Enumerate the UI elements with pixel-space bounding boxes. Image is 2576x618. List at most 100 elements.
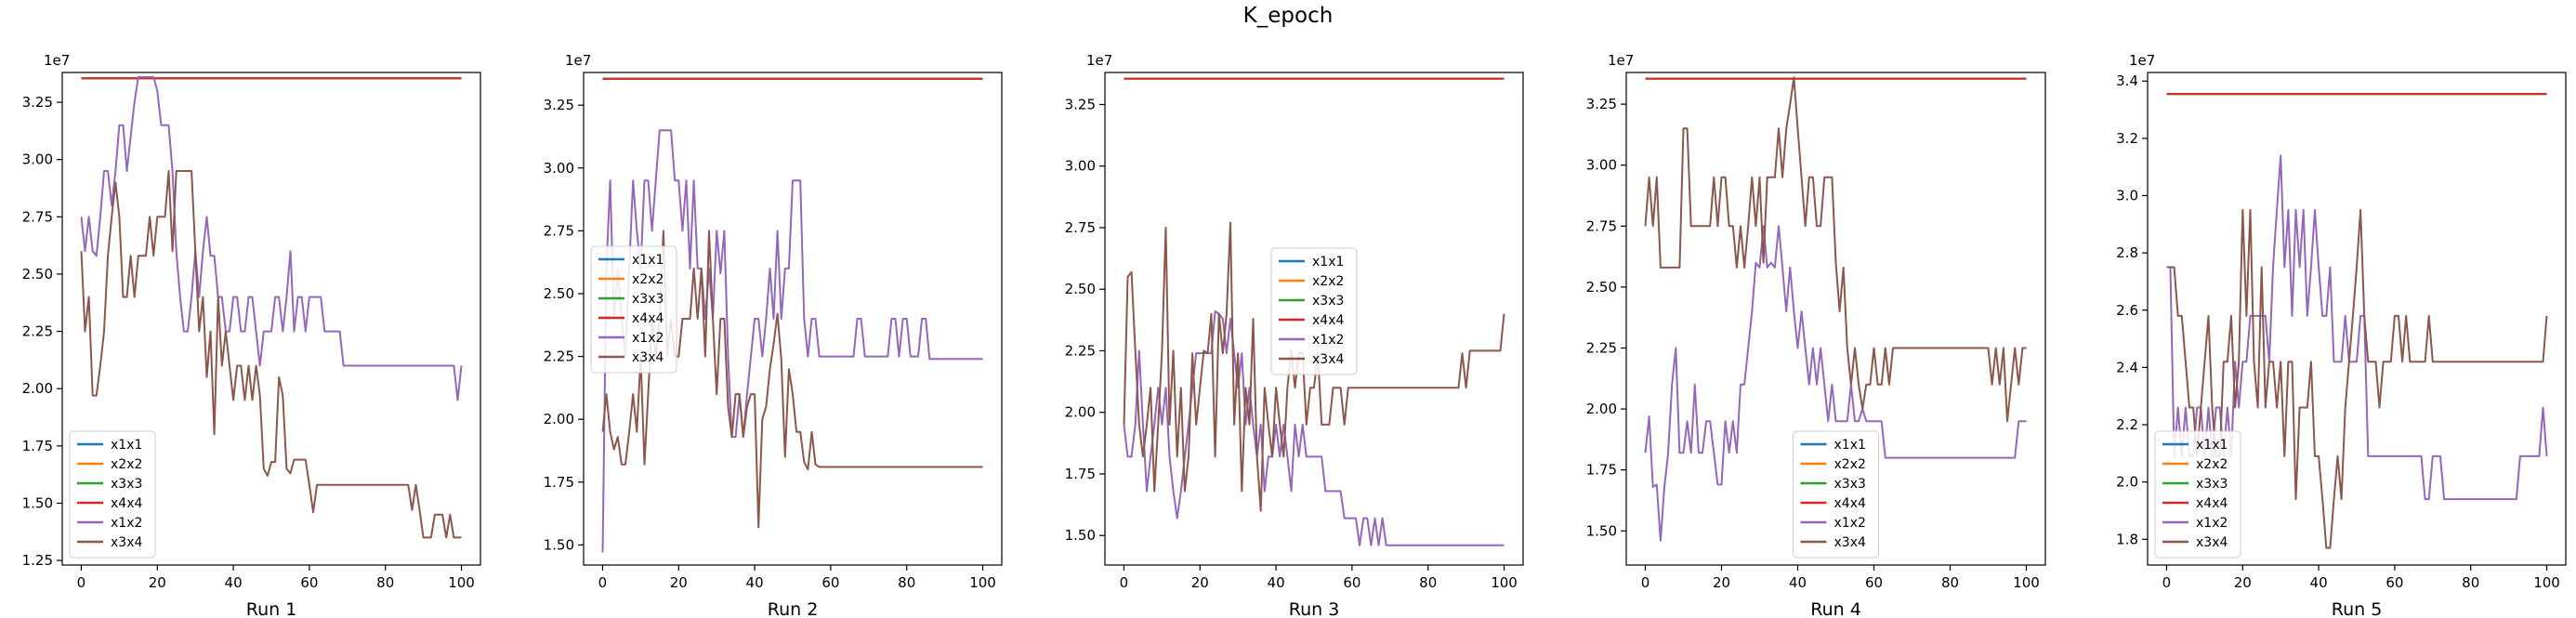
legend-label-x1x2: x1x2 (2196, 516, 2228, 531)
y-tick-label: 1.25 (22, 552, 53, 569)
legend-label-x2x2: x2x2 (2196, 457, 2228, 472)
series-group (1644, 76, 2027, 542)
legend-label-x3x4: x3x4 (1312, 352, 1344, 367)
y-tick-label: 2.00 (1065, 404, 1096, 421)
y-tick-label: 3.0 (2116, 188, 2138, 204)
y-tick-label: 1.8 (2116, 531, 2138, 547)
legend-label-x3x4: x3x4 (2196, 535, 2228, 550)
legend-label-x1x1: x1x1 (632, 253, 664, 268)
x-tick-label: 0 (1120, 574, 1129, 591)
axes-frame (1625, 72, 2046, 566)
legend-label-x1x1: x1x1 (111, 438, 142, 453)
x-tick-label: 60 (2385, 574, 2403, 591)
x-tick-label: 20 (1713, 574, 1730, 591)
y-tick-label: 2.8 (2116, 244, 2138, 261)
axes-frame (1104, 72, 1524, 566)
y-tick-label: 1.75 (544, 474, 574, 491)
y-tick-label: 1.50 (22, 494, 53, 511)
x-tick-label: 100 (2533, 574, 2560, 591)
y-tick-label: 2.75 (1586, 217, 1617, 234)
x-tick-label: 80 (376, 574, 394, 591)
legend-label-x4x4: x4x4 (111, 496, 142, 511)
legend: x1x1 x2x2 x3x3 x4x4 x1x2 x3x4 (590, 245, 677, 374)
axes-frame (583, 72, 1003, 566)
y-tick-label: 2.75 (1065, 219, 1096, 236)
legend-label-x3x3: x3x3 (1834, 477, 1866, 492)
x-tick-label: 80 (2462, 574, 2479, 591)
y-tick-label: 2.25 (1065, 342, 1096, 359)
x-tick-label: 20 (149, 574, 166, 591)
y-tick-label: 3.00 (544, 160, 574, 177)
legend-label-x2x2: x2x2 (1312, 274, 1344, 289)
y-tick-label: 2.25 (22, 323, 53, 340)
x-tick-label: 40 (746, 574, 764, 591)
x-tick-label: 40 (1268, 574, 1285, 591)
subplot-3: 0 20 40 60 80 100 1.50 1.75 2.00 2.25 2.50 2.75 3.00… (1065, 52, 1524, 618)
series-group (1123, 77, 1505, 546)
x-tick-label: 40 (225, 574, 243, 591)
legend-label-x4x4: x4x4 (2196, 496, 2228, 511)
legend-label-x3x3: x3x3 (1312, 294, 1344, 309)
x-tick-label: 80 (1419, 574, 1437, 591)
y-tick-label: 1.75 (22, 438, 53, 454)
legend-label-x2x2: x2x2 (111, 457, 142, 472)
y-tick-label: 3.2 (2116, 130, 2138, 147)
series-group (80, 75, 463, 539)
legend-label-x3x3: x3x3 (2196, 477, 2228, 492)
x-axis-label: Run 3 (1289, 599, 1340, 618)
series-line-x1x2 (1644, 225, 2027, 542)
y-tick-label: 1.75 (1586, 462, 1617, 479)
x-tick-label: 100 (969, 574, 996, 591)
x-tick-label: 80 (898, 574, 915, 591)
y-tick-label: 3.25 (544, 97, 574, 113)
y-tick-label: 3.00 (1586, 157, 1617, 174)
y-offset-label: 1e7 (1608, 52, 1634, 69)
x-tick-label: 60 (821, 574, 839, 591)
legend-label-x1x1: x1x1 (2196, 438, 2228, 453)
x-tick-label: 60 (1343, 574, 1360, 591)
x-tick-label: 0 (1641, 574, 1650, 591)
series-line-x3x4 (1123, 221, 1505, 512)
series-line-x3x4 (1644, 76, 2027, 423)
y-tick-label: 3.00 (1065, 158, 1096, 175)
y-tick-label: 2.50 (1586, 279, 1617, 296)
legend-label-x4x4: x4x4 (1834, 496, 1866, 511)
legend-label-x1x1: x1x1 (1834, 438, 1866, 453)
y-tick-label: 3.25 (1586, 96, 1617, 112)
y-offset-label: 1e7 (565, 52, 591, 69)
figure-title: K_epoch (1242, 4, 1334, 28)
series-line-x3x4 (601, 230, 983, 529)
y-tick-label: 1.75 (1065, 466, 1096, 482)
legend-label-x3x4: x3x4 (111, 535, 142, 550)
y-tick-label: 2.2 (2116, 416, 2138, 433)
x-tick-label: 40 (2310, 574, 2328, 591)
y-tick-label: 3.25 (1065, 96, 1096, 112)
y-tick-label: 2.00 (1586, 401, 1617, 417)
legend-label-x3x4: x3x4 (632, 350, 664, 365)
legend-label-x1x2: x1x2 (111, 516, 142, 531)
y-tick-label: 1.50 (1586, 522, 1617, 539)
legend-label-x3x3: x3x3 (111, 477, 142, 492)
x-tick-label: 0 (77, 574, 86, 591)
y-tick-label: 2.25 (1586, 339, 1617, 356)
legend: x1x1 x2x2 x3x3 x4x4 x1x2 x3x4 (1793, 430, 1879, 559)
x-tick-label: 60 (300, 574, 318, 591)
legend-label-x4x4: x4x4 (1312, 313, 1344, 328)
y-tick-label: 2.50 (1065, 281, 1096, 297)
x-axis-label: Run 2 (768, 599, 819, 618)
x-tick-label: 20 (2234, 574, 2252, 591)
series-line-x3x4 (80, 170, 462, 539)
legend-label-x3x3: x3x3 (632, 292, 664, 307)
x-tick-label: 40 (1789, 574, 1807, 591)
x-tick-label: 20 (670, 574, 688, 591)
y-tick-label: 2.50 (22, 266, 53, 283)
x-tick-label: 100 (2013, 574, 2040, 591)
series-line-x1x2 (80, 75, 463, 401)
legend-label-x2x2: x2x2 (632, 272, 664, 287)
x-axis-label: Run 5 (2332, 599, 2383, 618)
y-tick-label: 2.75 (22, 208, 53, 225)
y-offset-label: 1e7 (1086, 52, 1112, 69)
subplot-2: 0 20 40 60 80 100 1.50 1.75 2.00 2.25 2.50 2.75 3.00… (544, 52, 1003, 618)
series-group (601, 77, 983, 553)
